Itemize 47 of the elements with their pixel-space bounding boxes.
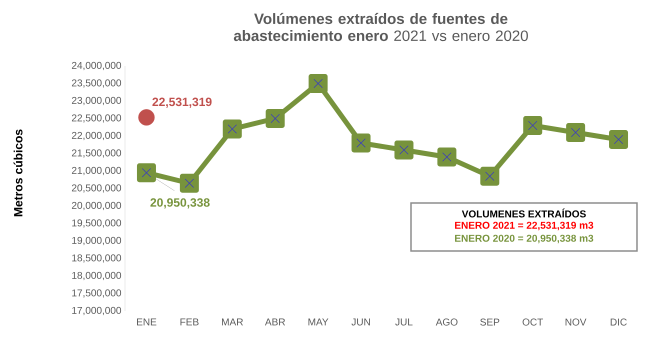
point (352, 133, 371, 152)
annotation: ENERO 2020 = 20,950,338 m3 (455, 234, 594, 244)
y-tick-label: 21,000,000 (72, 166, 122, 176)
x-tick-label: JUN (351, 318, 370, 326)
y-tick-label: 23,500,000 (72, 79, 122, 88)
point (609, 130, 628, 149)
y-tick-label: 19,500,000 (72, 219, 122, 228)
point (566, 123, 586, 142)
y-tick-label: 20,000,000 (72, 202, 122, 210)
point (136, 163, 156, 182)
x-tick-label: MAY (308, 318, 328, 326)
y-tick-label: 23,000,000 (72, 96, 122, 106)
y-tick-label: 22,500,000 (72, 114, 122, 123)
point (266, 108, 285, 128)
point (394, 140, 414, 160)
y-tick-label: 21,500,000 (72, 149, 122, 158)
y-tick-label: 17,000,000 (72, 306, 122, 316)
point (180, 174, 199, 193)
y-tick-label: 18,500,000 (72, 254, 122, 263)
point (222, 119, 242, 138)
point (308, 74, 328, 93)
x-tick-label: NOV (566, 318, 586, 326)
x-tick-label: FEB (180, 318, 199, 326)
point (437, 147, 456, 166)
data-label: 20,950,338 (150, 198, 210, 208)
x-tick-label: JUL (395, 318, 413, 326)
data-label: 22,531,319 (152, 98, 212, 108)
y-axis-title: Metros cúbicos (14, 129, 22, 216)
x-tick-label: MAR (222, 318, 243, 326)
x-tick-label: DIC (610, 318, 627, 326)
x-tick-label: SEP (480, 318, 500, 326)
point (480, 166, 500, 186)
point (138, 109, 155, 126)
x-tick-label: OCT (522, 318, 544, 326)
y-tick-label: 20,500,000 (72, 184, 122, 193)
y-tick-label: 17,500,000 (72, 289, 122, 298)
point (523, 116, 542, 135)
y-tick-label: 18,000,000 (72, 272, 122, 280)
y-tick-label: 24,000,000 (72, 62, 122, 70)
x-tick-label: AGO (436, 318, 458, 326)
annotation: ENERO 2021 = 22,531,319 m3 (455, 222, 594, 230)
chart-title: Volúmenes extraídos de fuentes de abastecimiento enero 2021 vs enero 2020 (234, 12, 528, 42)
y-tick-label: 19,000,000 (72, 236, 122, 246)
x-tick-label: ENE (137, 318, 156, 326)
annotation: VOLUMENES EXTRAÍDOS (462, 208, 586, 218)
x-tick-label: ABR (264, 318, 286, 326)
y-tick-label: 22,000,000 (72, 132, 122, 140)
